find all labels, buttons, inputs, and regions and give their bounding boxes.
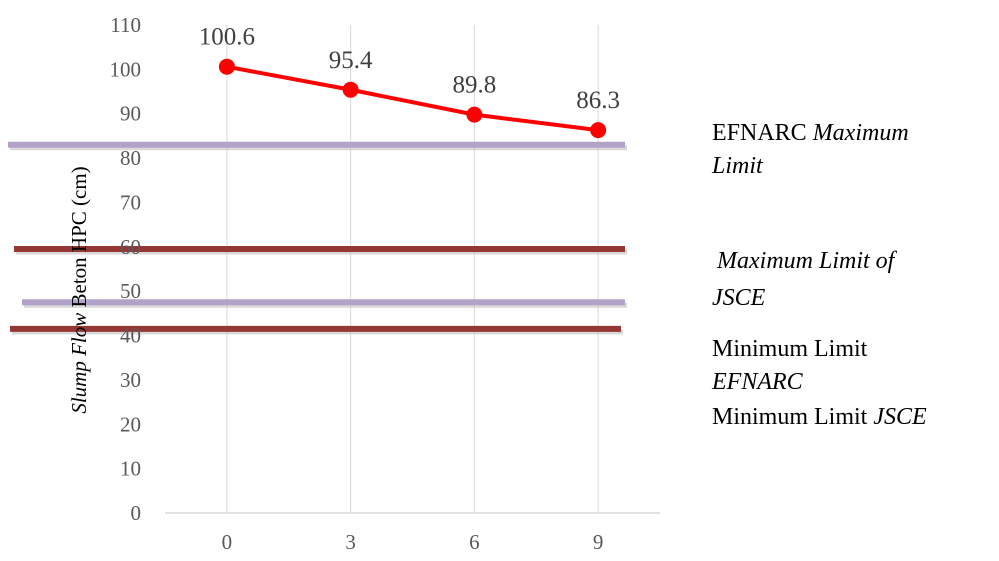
x-tick-label: 0	[222, 530, 233, 554]
y-axis-label: Slump Flow Beton HPC (cm)	[67, 166, 91, 413]
note-efnarc-maximum-italic: Maximum	[812, 120, 909, 146]
data-point	[590, 122, 607, 139]
x-tick-label: 9	[593, 530, 604, 554]
series-group: 100.6 95.4 89.8 86.3	[199, 24, 620, 139]
y-tick-label: 80	[120, 146, 141, 170]
data-label: 86.3	[576, 87, 620, 114]
y-axis-label-italic: Slump Flow	[67, 313, 91, 414]
data-point	[218, 58, 235, 75]
note-efnarc-maximum: EFNARC Maximum Limit	[712, 117, 909, 183]
data-label: 100.6	[199, 24, 255, 51]
y-tick-label: 0	[131, 501, 142, 525]
y-tick-label: 40	[120, 324, 141, 348]
y-tick-label: 110	[110, 13, 141, 37]
note-efnarc-minimum: Minimum Limit EFNARC	[712, 333, 867, 399]
reference-lines	[8, 141, 627, 335]
y-tick-label: 30	[120, 368, 141, 392]
y-axis-label-normal: Beton HPC (cm)	[67, 166, 91, 312]
x-tick-label: 6	[469, 530, 480, 554]
y-tick-labels: 0 10 20 30 40 50 60 70 80 90 100 110	[110, 13, 142, 525]
note-jsce-maximum-line1: Maximum Limit of	[717, 248, 895, 274]
data-label: 89.8	[453, 72, 497, 99]
note-jsce-maximum: Maximum Limit of	[717, 245, 894, 278]
note-efnarc-minimum-line2: EFNARC	[712, 369, 803, 395]
data-point	[342, 81, 359, 98]
data-label: 95.4	[329, 47, 373, 74]
y-tick-label: 50	[120, 279, 141, 303]
note-efnarc-maximum-line2: Limit	[712, 153, 763, 179]
note-jsce-minimum-italic: JSCE	[873, 404, 927, 430]
series-line	[224, 64, 601, 133]
y-tick-label: 20	[120, 412, 141, 436]
y-tick-label: 70	[120, 190, 141, 214]
data-point	[466, 106, 483, 123]
note-jsce-maximum-line2: JSCE	[712, 285, 766, 311]
note-efnarc-minimum-line1: Minimum Limit	[712, 336, 868, 362]
note-jsce-minimum-text: Minimum Limit	[712, 404, 874, 430]
note-efnarc-maximum-text: EFNARC	[712, 120, 813, 146]
y-tick-label: 10	[120, 457, 141, 481]
vertical-gridlines	[226, 25, 599, 513]
note-jsce-maximum-2: JSCE	[712, 282, 765, 315]
y-tick-label: 100	[110, 57, 142, 81]
y-tick-label: 60	[120, 235, 141, 259]
y-tick-label: 90	[120, 102, 141, 126]
x-tick-label: 3	[345, 530, 356, 554]
x-tick-labels: 0 3 6 9	[222, 530, 604, 554]
note-jsce-minimum: Minimum Limit JSCE	[712, 401, 927, 434]
